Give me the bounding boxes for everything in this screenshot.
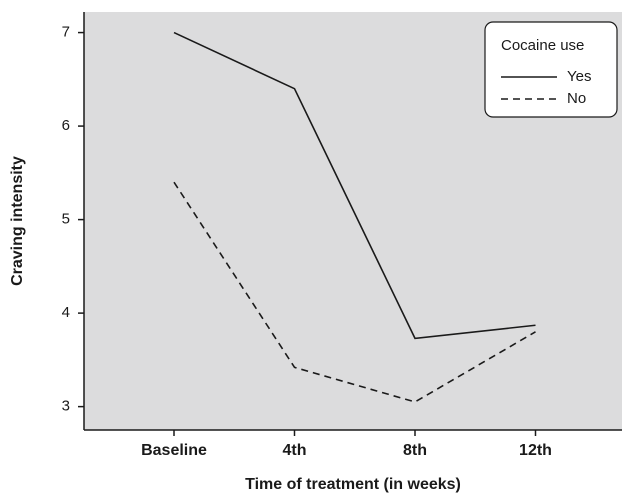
line-series — [173, 181, 536, 403]
legend-box — [484, 21, 618, 118]
y-tick-label: 3 — [62, 398, 70, 415]
legend-label: No — [567, 90, 586, 107]
y-tick-label: 5 — [62, 211, 70, 228]
line-series — [173, 31, 536, 340]
y-tick-label: 4 — [62, 304, 70, 321]
legend-title: Cocaine use — [501, 37, 584, 54]
y-tick-label: 7 — [62, 24, 70, 41]
x-tick-label: 12th — [519, 442, 552, 459]
x-axis-title: Time of treatment (in weeks) — [245, 476, 461, 493]
x-tick-label: 4th — [283, 442, 307, 459]
legend-label: Yes — [567, 68, 591, 85]
x-tick-label: Baseline — [141, 442, 207, 459]
x-tick-label: 8th — [403, 442, 427, 459]
y-axis-title: Craving intensity — [9, 156, 26, 286]
y-tick-label: 6 — [62, 117, 70, 134]
